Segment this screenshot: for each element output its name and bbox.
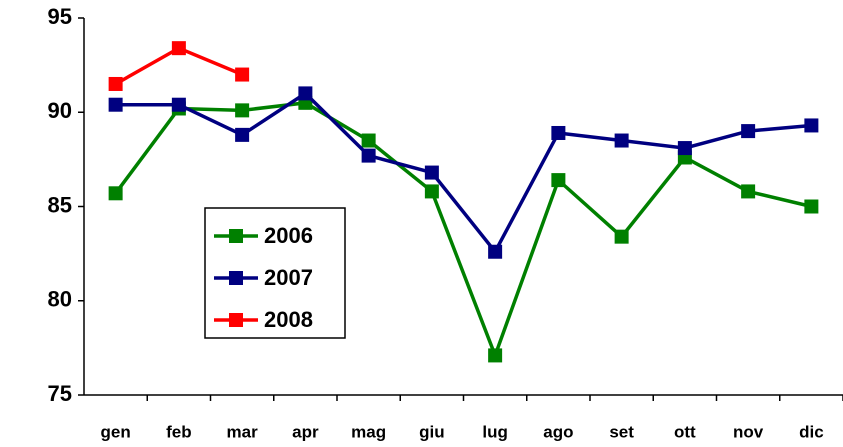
marker <box>804 199 819 214</box>
marker <box>361 133 376 148</box>
x-tick-label: nov <box>733 422 764 441</box>
series-line <box>114 101 812 361</box>
marker <box>488 244 503 259</box>
marker <box>614 133 629 148</box>
x-tick-label: set <box>609 422 634 441</box>
x-tick-label: lug <box>482 422 508 441</box>
marker <box>235 127 250 142</box>
marker <box>108 186 123 201</box>
marker <box>424 165 439 180</box>
legend-label: 2008 <box>264 307 313 332</box>
x-tick-label: ago <box>543 422 573 441</box>
marker <box>171 41 186 56</box>
y-tick-label: 95 <box>48 4 72 29</box>
marker <box>108 97 123 112</box>
marker <box>235 103 250 118</box>
x-tick-label: gen <box>101 422 131 441</box>
marker <box>741 184 756 199</box>
marker <box>551 173 566 188</box>
marker <box>614 229 629 244</box>
y-tick-label: 80 <box>48 287 72 312</box>
x-tick-label: feb <box>166 422 192 441</box>
marker <box>677 141 692 156</box>
legend-marker <box>229 313 243 327</box>
y-tick-label: 90 <box>48 98 72 123</box>
x-tick-label: apr <box>292 422 319 441</box>
legend-marker <box>229 229 243 243</box>
x-tick-label: mag <box>351 422 386 441</box>
marker <box>108 76 123 91</box>
legend-box <box>204 207 346 339</box>
y-tick-label: 85 <box>48 192 72 217</box>
marker <box>361 148 376 163</box>
marker <box>741 124 756 139</box>
marker <box>235 67 250 82</box>
legend-marker <box>229 271 243 285</box>
marker <box>551 125 566 140</box>
x-tick-label: mar <box>227 422 259 441</box>
marker <box>488 348 503 363</box>
marker <box>298 86 313 101</box>
marker <box>424 184 439 199</box>
series-line <box>115 91 812 255</box>
x-tick-label: dic <box>799 422 824 441</box>
legend-label: 2007 <box>264 265 313 290</box>
marker <box>171 97 186 112</box>
marker <box>804 118 819 133</box>
x-tick-label: ott <box>674 422 696 441</box>
legend-label: 2006 <box>264 223 313 248</box>
y-tick-label: 75 <box>48 381 72 406</box>
x-tick-label: giu <box>419 422 445 441</box>
